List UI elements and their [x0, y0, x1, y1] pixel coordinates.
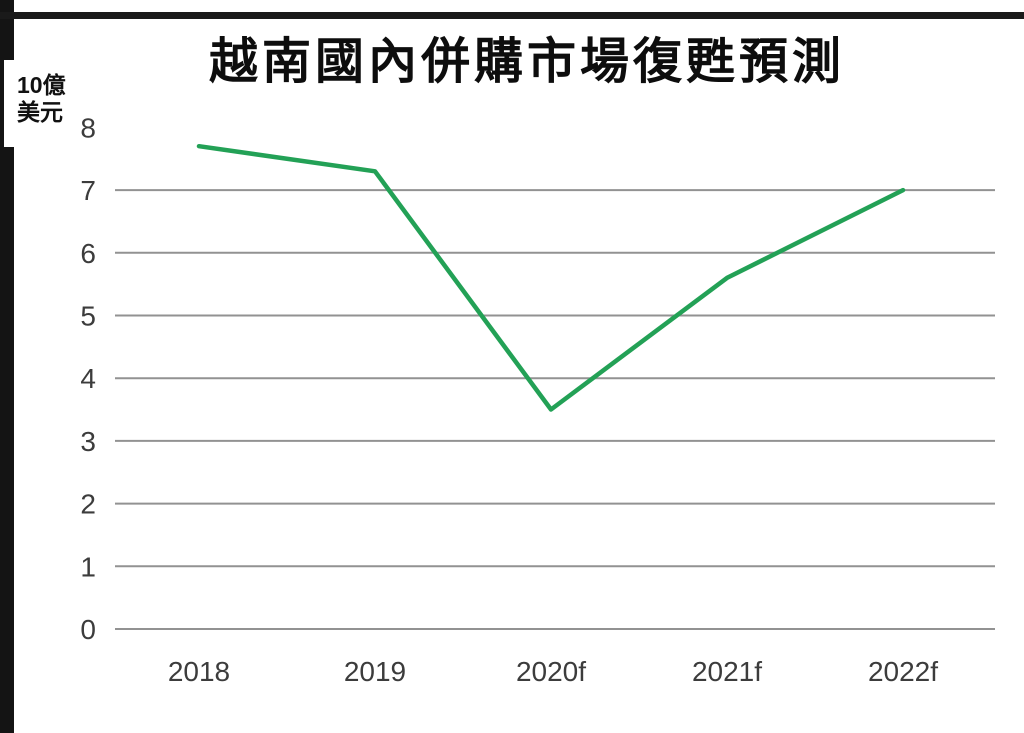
- ytick-label-8: 8: [80, 112, 96, 143]
- xtick-label-2019: 2019: [344, 656, 406, 687]
- ytick-label-7: 7: [80, 175, 96, 206]
- xtick-label-2022f: 2022f: [868, 656, 938, 687]
- x-axis-tick-labels: 2018 2019 2020f 2021f 2022f: [168, 656, 938, 687]
- y-axis-unit-line-1: 10億: [17, 72, 66, 98]
- xtick-label-2021f: 2021f: [692, 656, 762, 687]
- mna-value-line: [196, 143, 906, 412]
- ytick-label-5: 5: [80, 301, 96, 332]
- xtick-label-2020f: 2020f: [516, 656, 586, 687]
- ytick-label-6: 6: [80, 238, 96, 269]
- left-black-strip: [0, 0, 14, 733]
- y-axis-unit-line-2: 美元: [17, 99, 63, 125]
- top-black-bar: [0, 12, 1024, 19]
- ytick-label-3: 3: [80, 426, 96, 457]
- data-series-line: [196, 143, 906, 412]
- y-axis-unit-label: 10億 美元: [4, 60, 70, 147]
- chart-title: 越南國內併購市場復甦預測: [208, 35, 845, 89]
- y-axis-tick-labels: 0 1 2 3 4 5 6 7 8: [80, 112, 96, 645]
- ytick-label-1: 1: [80, 551, 96, 582]
- ytick-label-2: 2: [80, 489, 96, 520]
- xtick-label-2018: 2018: [168, 656, 230, 687]
- gridlines: [115, 189, 995, 630]
- ytick-label-4: 4: [80, 363, 96, 394]
- ytick-label-0: 0: [80, 614, 96, 645]
